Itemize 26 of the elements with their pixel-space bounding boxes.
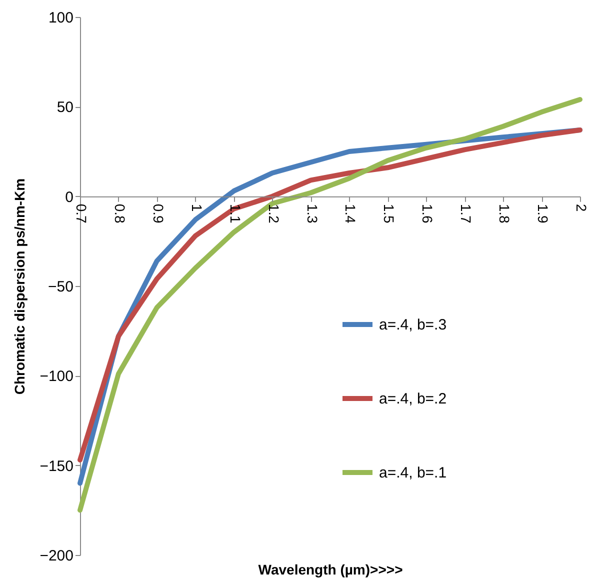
x-tick-label: 0.8 [112,204,128,224]
x-tick-label: 1.7 [458,204,474,224]
y-tick-label: −100 [40,368,74,386]
x-tick-label: 1.2 [266,204,282,224]
x-tick-label: 1.3 [304,204,320,224]
x-tick-label: 1.6 [420,204,436,224]
legend-label: a=.4, b=.2 [379,390,447,408]
x-tick-label: 1.4 [342,204,359,224]
x-tick-label: 1.5 [381,204,398,224]
y-tick-label: −50 [48,278,74,296]
y-tick-label: −150 [40,458,74,475]
x-tick-label: 1.9 [535,204,552,224]
x-tick-label: 0.7 [74,204,90,224]
legend-label: a=.4, b=.1 [379,464,447,482]
x-tick-label: 1 [188,204,205,212]
x-tick-label: 1.8 [496,204,513,224]
x-tick-label: 0.9 [150,204,166,224]
y-tick-label: −200 [40,548,74,564]
legend-label: a=.4, b=.3 [379,316,447,334]
x-tick-label: 2 [574,204,590,212]
y-tick-label: 100 [48,10,74,26]
y-axis-title: Chromatic dispersion ps/nm-Km [12,178,28,395]
x-axis-title: Wavelength (µm)>>>> [258,562,403,578]
x-tick-label: 1.1 [227,204,244,224]
y-tick-label: 0 [65,188,74,206]
y-tick-label: 50 [56,99,74,116]
